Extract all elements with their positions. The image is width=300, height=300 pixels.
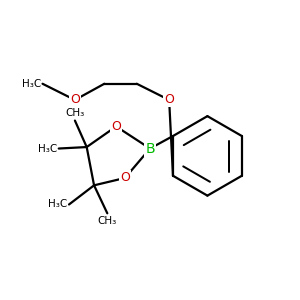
Text: CH₃: CH₃	[65, 108, 85, 118]
Text: H₃C: H₃C	[38, 143, 57, 154]
Text: B: B	[145, 142, 155, 155]
Text: O: O	[111, 120, 121, 133]
Text: CH₃: CH₃	[98, 216, 117, 226]
Text: O: O	[120, 172, 130, 184]
Text: H₃C: H₃C	[48, 200, 68, 209]
Text: O: O	[164, 93, 174, 106]
Text: H₃C: H₃C	[22, 79, 41, 89]
Text: O: O	[70, 93, 80, 106]
